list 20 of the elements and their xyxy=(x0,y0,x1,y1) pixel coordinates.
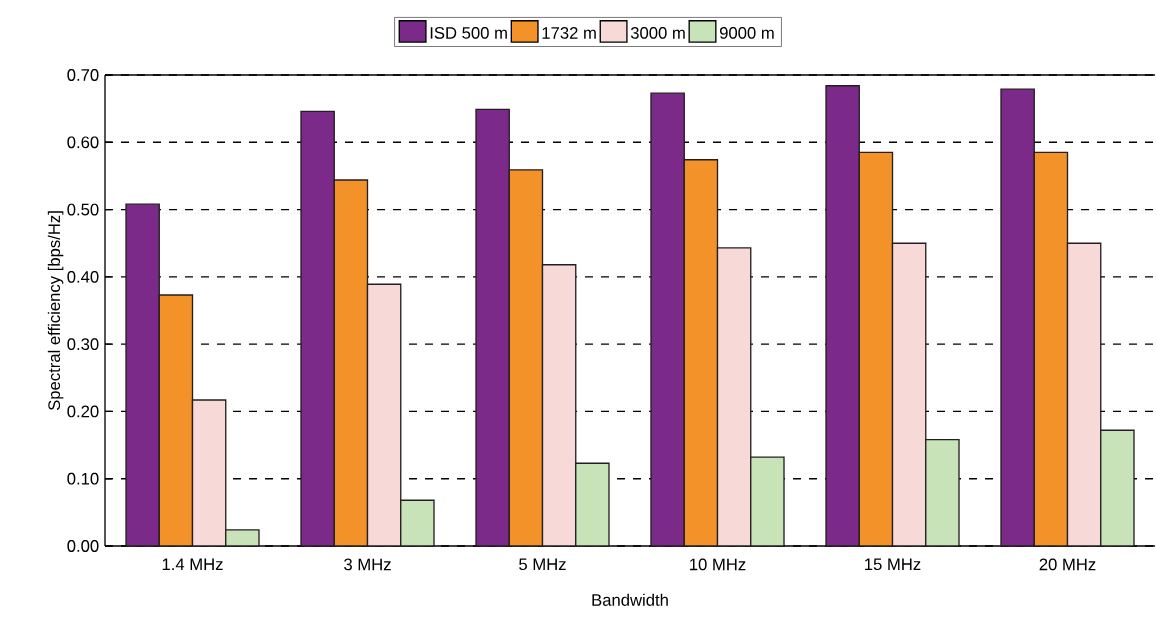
y-tick-label: 0.20 xyxy=(67,405,99,418)
x-tick-label: 1.4 MHz xyxy=(162,558,223,570)
x-tick-label: 15 MHz xyxy=(865,558,921,571)
y-tick-label: 0.60 xyxy=(67,136,99,149)
legend-label: 1732 m xyxy=(542,27,596,39)
x-tick-label: 10 MHz xyxy=(690,558,746,571)
legend-label: 9000 m xyxy=(719,27,774,39)
y-tick-label: 0.70 xyxy=(67,69,99,81)
y-axis-title: Spectral efficiency [bps/Hz] xyxy=(47,211,64,411)
y-tick-label: 0.30 xyxy=(67,338,99,351)
y-tick-label: 0.40 xyxy=(67,270,99,283)
x-tick-label: 3 MHz xyxy=(344,558,391,571)
legend-label: ISD 500 m xyxy=(430,27,507,39)
x-tick-label: 20 MHz xyxy=(1039,558,1096,571)
y-tick-label: 0.10 xyxy=(67,472,99,485)
legend-label: 3000 m xyxy=(630,27,685,39)
x-axis-title: Bandwidth xyxy=(592,593,668,606)
y-tick-label: 0.50 xyxy=(67,203,99,216)
y-tick-label: 0.00 xyxy=(67,540,99,552)
x-tick-label: 5 MHz xyxy=(519,558,566,571)
